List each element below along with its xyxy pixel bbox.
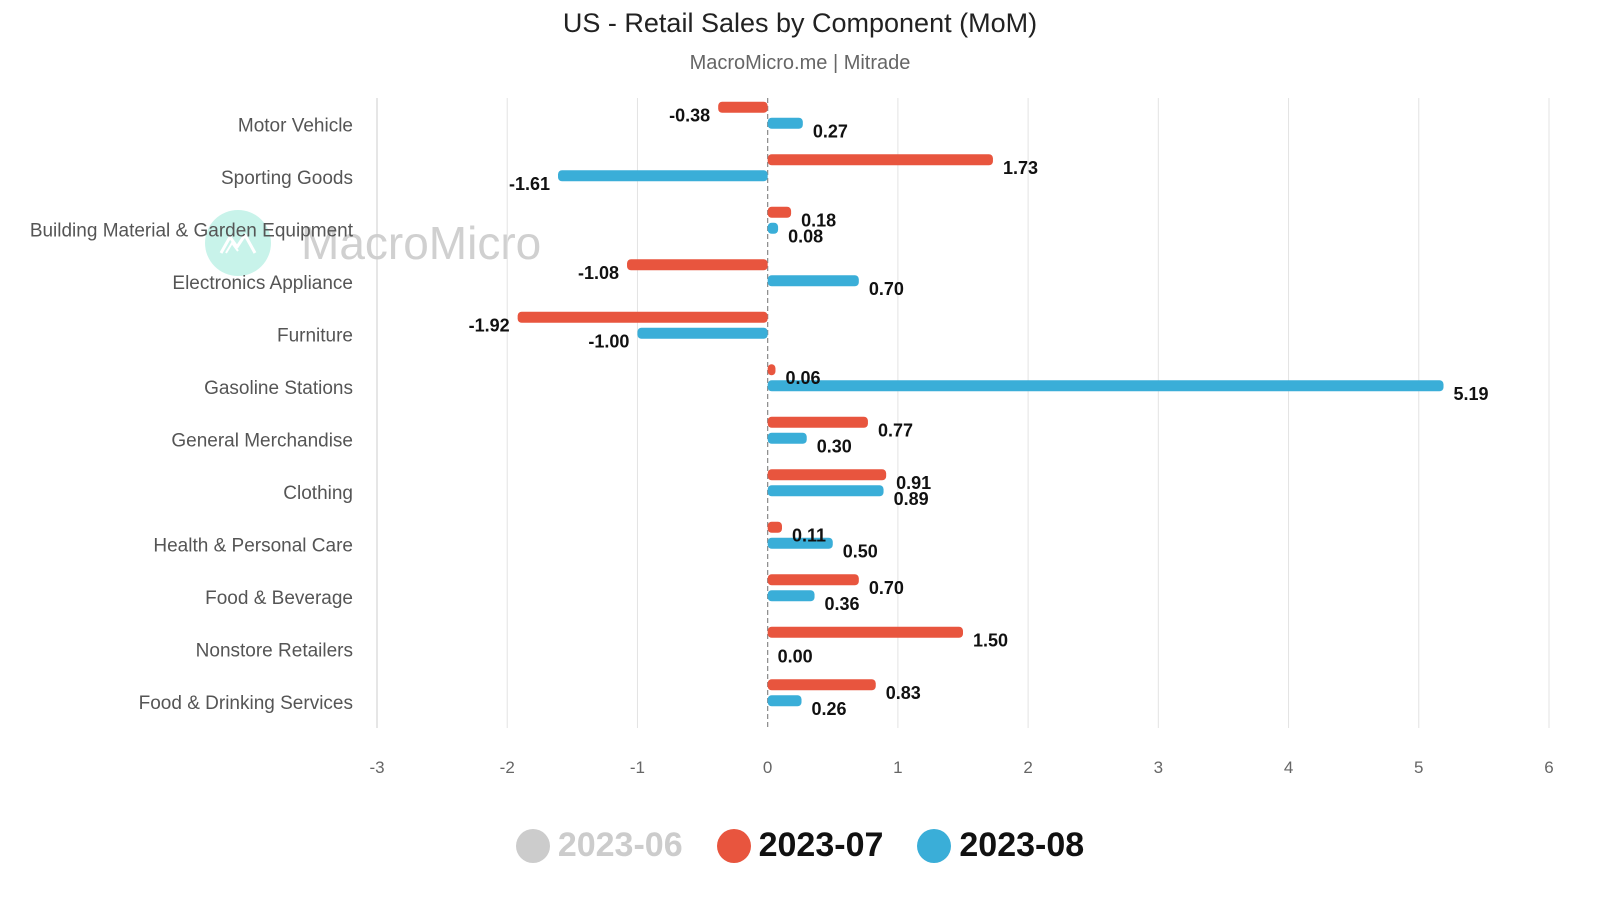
- bar-2023-07[interactable]: [767, 416, 868, 428]
- bar-2023-07[interactable]: [767, 679, 876, 691]
- x-tick-label: 3: [1154, 758, 1163, 777]
- bar-2023-08[interactable]: [558, 170, 768, 182]
- x-tick-label: 0: [763, 758, 772, 777]
- grid-lines: [376, 98, 1550, 728]
- data-label: 0.89: [894, 489, 929, 509]
- bar-2023-07[interactable]: [627, 259, 768, 271]
- x-axis-ticks: -3 -2 -1 0 1 2 3 4 5 6: [369, 758, 1553, 777]
- data-label: 0.26: [812, 699, 847, 719]
- bar-2023-07[interactable]: [767, 154, 993, 166]
- data-label: 0.36: [825, 594, 860, 614]
- data-label: 0.77: [878, 420, 913, 440]
- data-label: 0.18: [801, 210, 836, 230]
- category-label: Health & Personal Care: [153, 535, 353, 556]
- data-label: 0.70: [869, 578, 904, 598]
- data-label: 0.00: [778, 646, 813, 666]
- bar-2023-07[interactable]: [767, 626, 963, 638]
- data-label: 0.06: [785, 368, 820, 388]
- bar-2023-07[interactable]: [718, 101, 768, 113]
- bar-2023-07[interactable]: [517, 311, 768, 323]
- x-tick-label: 5: [1414, 758, 1423, 777]
- bar-2023-07[interactable]: [767, 364, 776, 376]
- data-label: 0.91: [896, 473, 931, 493]
- category-label: Building Material & Garden Equipment: [30, 220, 354, 241]
- x-tick-label: 4: [1284, 758, 1293, 777]
- legend-item-2023-06[interactable]: 2023-06: [515, 826, 683, 865]
- bar-2023-08[interactable]: [767, 432, 807, 444]
- data-label: 0.30: [817, 436, 852, 456]
- bar-2023-08[interactable]: [767, 380, 1444, 392]
- category-label: Nonstore Retailers: [196, 640, 353, 661]
- bar-2023-08[interactable]: [767, 695, 802, 707]
- data-label: 1.73: [1003, 158, 1038, 178]
- bar-2023-07[interactable]: [767, 574, 859, 586]
- category-label: Gasoline Stations: [204, 378, 353, 399]
- bar-chart-plot: Motor Vehicle Sporting Goods Building Mate…: [30, 98, 1554, 777]
- chart-subtitle: MacroMicro.me | Mitrade: [689, 52, 911, 74]
- data-label: -1.92: [469, 315, 510, 335]
- data-label: -0.38: [669, 105, 710, 125]
- category-label: General Merchandise: [171, 430, 353, 451]
- x-tick-label: -1: [630, 758, 645, 777]
- data-labels: -0.38 0.27 1.73 -1.61 0.180.08 -1.08 0.70 -1.92…: [469, 105, 1489, 719]
- bar-2023-08[interactable]: [767, 537, 833, 549]
- x-tick-label: 2: [1023, 758, 1032, 777]
- category-label: Electronics Appliance: [172, 273, 353, 294]
- legend-label: 2023-06: [557, 826, 683, 864]
- data-label: 0.70: [869, 279, 904, 299]
- category-label: Food & Beverage: [205, 588, 353, 609]
- legend-label: 2023-07: [758, 826, 884, 864]
- x-tick-label: 1: [893, 758, 902, 777]
- data-label: -1.61: [509, 174, 550, 194]
- data-label: 0.50: [843, 541, 878, 561]
- bar-2023-08[interactable]: [767, 117, 803, 129]
- x-tick-label: -3: [369, 758, 384, 777]
- legend-marker-icon: [515, 828, 550, 863]
- bar-2023-08[interactable]: [767, 275, 859, 287]
- bar-2023-07[interactable]: [767, 206, 792, 218]
- legend-item-2023-08[interactable]: 2023-08: [917, 826, 1084, 865]
- legend-label: 2023-08: [959, 826, 1085, 864]
- bar-2023-08[interactable]: [767, 590, 815, 602]
- data-label: 0.11: [792, 525, 826, 545]
- category-label: Motor Vehicle: [238, 115, 353, 136]
- category-labels: Motor Vehicle Sporting Goods Building Mate…: [30, 115, 354, 714]
- data-label: 0.83: [886, 683, 921, 703]
- legend-marker-icon: [716, 828, 751, 863]
- legend-marker-icon: [917, 828, 952, 863]
- bar-2023-07[interactable]: [767, 521, 782, 533]
- bar-2023-08[interactable]: [637, 327, 768, 339]
- data-label: -1.00: [588, 331, 629, 351]
- category-label: Sporting Goods: [221, 168, 353, 189]
- category-label: Food & Drinking Services: [139, 693, 353, 714]
- chart-title: US - Retail Sales by Component (MoM): [562, 8, 1038, 38]
- bars: [517, 101, 1444, 707]
- legend: 2023-06 2023-07 2023-08: [0, 826, 1600, 865]
- bar-2023-07[interactable]: [767, 469, 887, 481]
- data-label: 1.50: [973, 630, 1008, 650]
- category-label: Clothing: [283, 483, 353, 504]
- bar-2023-08[interactable]: [767, 222, 779, 234]
- bar-2023-08[interactable]: [767, 485, 884, 497]
- x-tick-label: -2: [500, 758, 515, 777]
- legend-item-2023-07[interactable]: 2023-07: [716, 826, 884, 865]
- x-tick-label: 6: [1544, 758, 1553, 777]
- data-label: 5.19: [1454, 384, 1489, 404]
- data-label: 0.08: [788, 226, 823, 246]
- category-label: Furniture: [277, 325, 353, 346]
- data-label: 0.27: [813, 121, 848, 141]
- data-label: -1.08: [578, 263, 619, 283]
